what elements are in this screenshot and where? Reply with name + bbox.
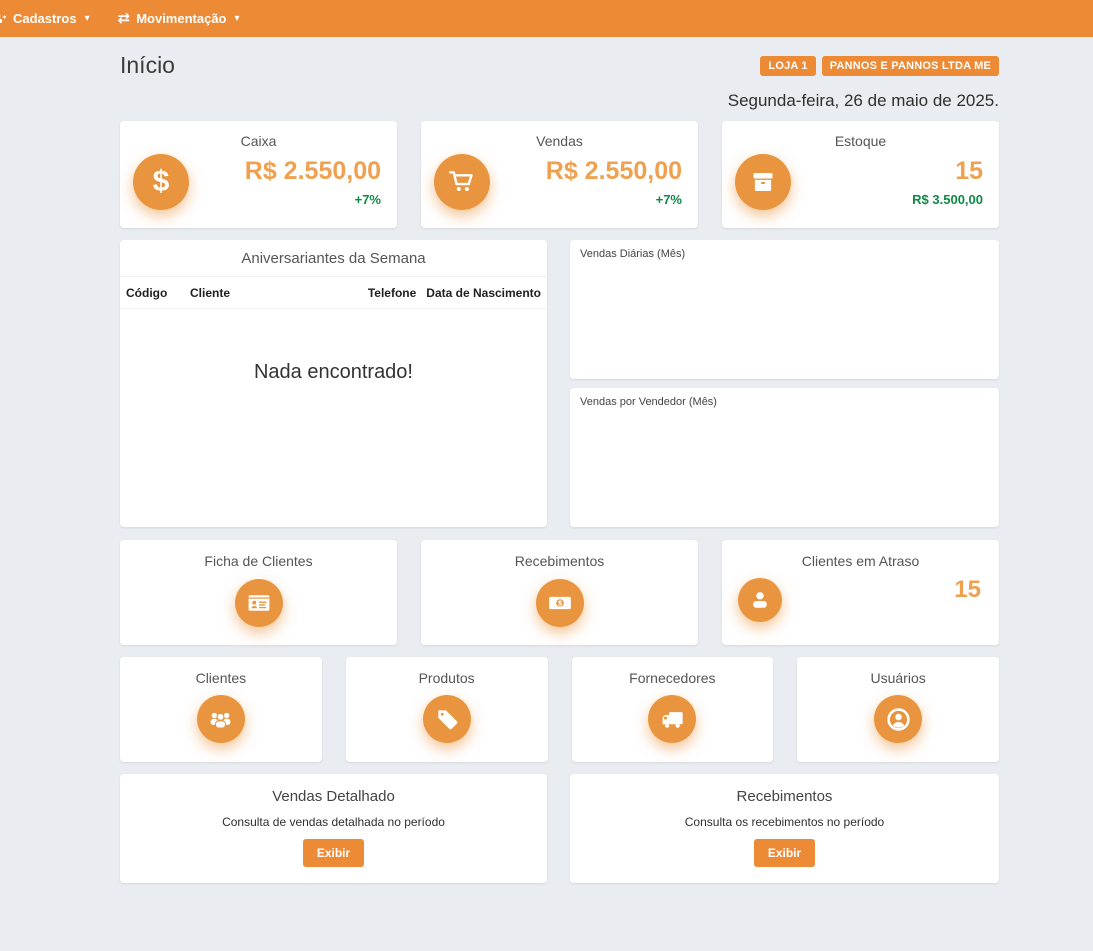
card-title: Clientes bbox=[195, 670, 247, 686]
stat-value: 15 bbox=[955, 157, 983, 185]
stat-card-vendas[interactable]: Vendas R$ 2.550,00 +7% bbox=[421, 121, 698, 228]
stats-row: Caixa $ R$ 2.550,00 +7% Vendas R$ 2.550,… bbox=[120, 121, 999, 228]
entity-cards-row: Clientes Produtos bbox=[120, 657, 999, 762]
user-circle-icon bbox=[874, 695, 923, 743]
chart-title: Vendas Diárias (Mês) bbox=[580, 248, 686, 260]
card-recebimentos[interactable]: Recebimentos $ bbox=[421, 540, 698, 645]
stat-delta: R$ 3.500,00 bbox=[912, 192, 983, 207]
dollar-icon: $ bbox=[133, 154, 189, 210]
report-recebimentos: Recebimentos Consulta os recebimentos no… bbox=[570, 774, 999, 883]
truck-icon bbox=[648, 695, 697, 743]
stat-delta: +7% bbox=[354, 192, 381, 207]
current-date: Segunda-feira, 26 de maio de 2025. bbox=[727, 91, 999, 110]
card-ficha-de-clientes[interactable]: Ficha de Clientes bbox=[120, 540, 397, 645]
charts-column: Vendas Diárias (Mês) Vendas por Vendedor… bbox=[570, 240, 999, 527]
id-card-icon bbox=[234, 579, 283, 627]
card-title: Usuários bbox=[870, 670, 926, 686]
chart-title: Vendas por Vendedor (Mês) bbox=[580, 396, 717, 408]
exibir-recebimentos-button[interactable]: Exibir bbox=[753, 839, 816, 867]
company-badge: PANNOS E PANNOS LTDA ME bbox=[821, 55, 999, 76]
middle-row: Aniversariantes da Semana Código Cliente… bbox=[120, 240, 999, 527]
report-title: Vendas Detalhado bbox=[272, 788, 395, 805]
stat-card-estoque[interactable]: Estoque 15 R$ 3.500,00 bbox=[722, 121, 999, 228]
caret-down-icon: ▾ bbox=[84, 13, 90, 24]
tag-icon bbox=[422, 695, 471, 743]
card-clientes-em-atraso[interactable]: Clientes em Atraso 15 bbox=[722, 540, 999, 645]
card-title: Ficha de Clientes bbox=[204, 553, 313, 569]
stat-title: Estoque bbox=[834, 133, 887, 149]
caret-down-icon: ▾ bbox=[234, 13, 240, 24]
card-clientes[interactable]: Clientes bbox=[120, 657, 322, 762]
report-title: Recebimentos bbox=[736, 788, 833, 805]
card-produtos[interactable]: Produtos bbox=[345, 657, 548, 762]
report-vendas-detalhado: Vendas Detalhado Consulta de vendas deta… bbox=[120, 774, 547, 883]
column-header-nascimento: Data de Nascimento bbox=[426, 286, 541, 300]
user-plus-icon bbox=[0, 11, 7, 26]
page-title: Início bbox=[120, 52, 175, 78]
page-header: Início LOJA 1 PANNOS E PANNOS LTDA ME bbox=[120, 52, 999, 79]
sales-by-seller-chart-panel: Vendas por Vendedor (Mês) bbox=[570, 388, 999, 527]
money-bill-icon: $ bbox=[535, 579, 584, 627]
nav-item-cadastros[interactable]: Cadastros ▾ bbox=[0, 0, 104, 37]
daily-sales-chart-panel: Vendas Diárias (Mês) bbox=[570, 240, 999, 379]
birthdays-title: Aniversariantes da Semana bbox=[120, 240, 547, 277]
stat-title: Vendas bbox=[536, 133, 583, 149]
cart-icon bbox=[434, 154, 490, 210]
card-title: Clientes em Atraso bbox=[801, 553, 920, 569]
birthdays-table-header: Código Cliente Telefone Data de Nascimen… bbox=[120, 277, 547, 309]
reports-row: Vendas Detalhado Consulta de vendas deta… bbox=[120, 774, 999, 883]
nav-item-label: Cadastros bbox=[13, 11, 77, 26]
nav-item-label: Movimentação bbox=[136, 11, 227, 26]
card-fornecedores[interactable]: Fornecedores bbox=[571, 657, 774, 762]
stat-value: R$ 2.550,00 bbox=[244, 157, 381, 185]
stat-card-caixa[interactable]: Caixa $ R$ 2.550,00 +7% bbox=[120, 121, 397, 228]
report-description: Consulta os recebimentos no período bbox=[684, 815, 885, 829]
dashboard-page: Início LOJA 1 PANNOS E PANNOS LTDA ME Se… bbox=[0, 37, 1093, 883]
store-badges: LOJA 1 PANNOS E PANNOS LTDA ME bbox=[760, 55, 999, 76]
stat-delta: +7% bbox=[655, 192, 682, 207]
stat-value: R$ 2.550,00 bbox=[545, 157, 682, 185]
birthdays-panel: Aniversariantes da Semana Código Cliente… bbox=[120, 240, 547, 527]
exchange-icon: ⇄ bbox=[117, 9, 131, 27]
svg-text:$: $ bbox=[557, 599, 562, 607]
column-header-codigo: Código bbox=[126, 286, 168, 300]
card-title: Produtos bbox=[418, 670, 475, 686]
card-title: Recebimentos bbox=[514, 553, 605, 569]
column-header-telefone: Telefone bbox=[367, 286, 417, 300]
report-description: Consulta de vendas detalhada no período bbox=[222, 815, 445, 829]
nav-item-movimentacao[interactable]: ⇄ Movimentação ▾ bbox=[104, 0, 254, 37]
empty-state-message: Nada encontrado! bbox=[253, 361, 413, 383]
card-usuarios[interactable]: Usuários bbox=[797, 657, 999, 762]
overdue-clients-count: 15 bbox=[954, 576, 981, 603]
stat-title: Caixa bbox=[240, 133, 277, 149]
top-navbar: Cadastros ▾ ⇄ Movimentação ▾ bbox=[0, 0, 1093, 37]
card-title: Fornecedores bbox=[629, 670, 716, 686]
exibir-vendas-button[interactable]: Exibir bbox=[302, 839, 365, 867]
quick-cards-row: Ficha de Clientes Recebimentos bbox=[120, 540, 999, 645]
column-header-cliente: Cliente bbox=[190, 286, 231, 300]
archive-box-icon bbox=[735, 154, 791, 210]
user-icon bbox=[738, 578, 782, 622]
users-icon bbox=[196, 695, 245, 743]
store-badge: LOJA 1 bbox=[760, 55, 816, 76]
